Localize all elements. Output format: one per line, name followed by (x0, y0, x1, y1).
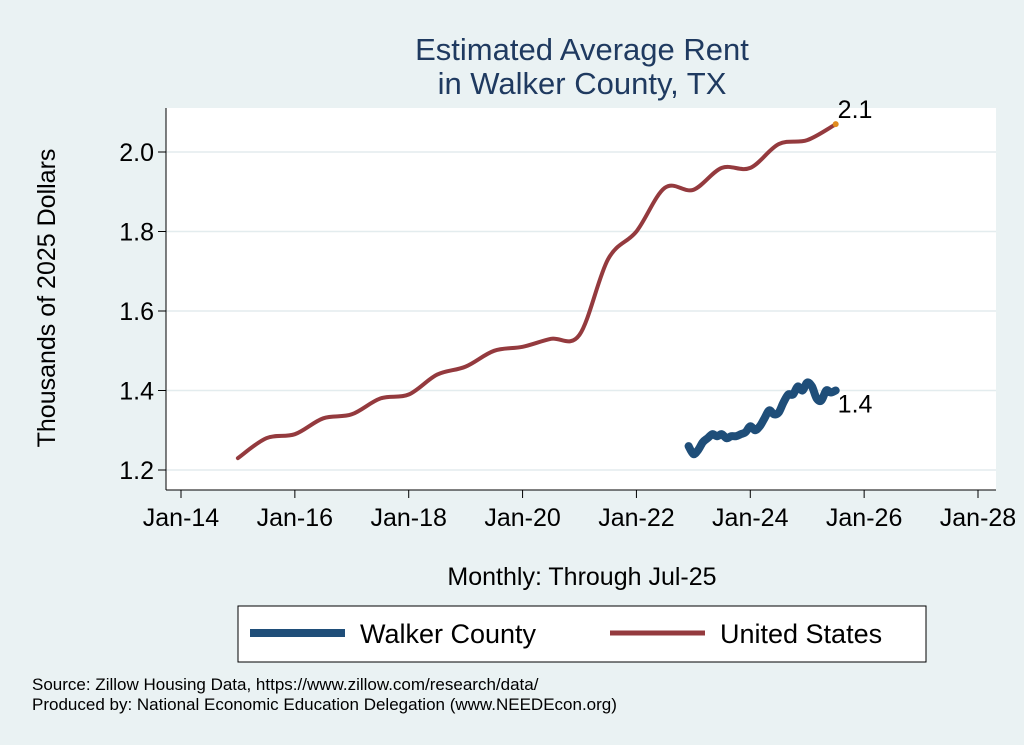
x-tick-label: Jan-22 (598, 504, 674, 532)
x-tick-label: Jan-16 (257, 504, 333, 532)
y-tick-label: 1.8 (119, 219, 154, 247)
chart-title-line-2: in Walker County, TX (438, 66, 727, 101)
series-line-walker-county (684, 378, 840, 459)
source-note: Source: Zillow Housing Data, https://www… (32, 675, 539, 694)
y-axis-title: Thousands of 2025 Dollars (33, 149, 61, 448)
y-tick-label: 1.4 (119, 378, 154, 406)
x-axis: Jan-14 Jan-16 Jan-18 Jan-20 Jan-22 Jan-24 Jan-… (143, 489, 1016, 532)
legend: Walker County United States (237, 605, 927, 663)
x-tick-label: Jan-14 (143, 504, 220, 532)
plot-area (166, 108, 996, 490)
series-layer: 2.1 1.4 (235, 96, 873, 461)
x-tick-label: Jan-28 (940, 504, 1016, 532)
x-axis-title: Monthly: Through Jul-25 (447, 563, 716, 591)
y-axis: 1.2 1.4 1.6 1.8 2.0 (119, 108, 167, 490)
x-tick-label: Jan-24 (712, 504, 789, 532)
y-tick-label: 2.0 (119, 139, 154, 167)
series-end-label-united-states: 2.1 (838, 96, 873, 124)
legend-label-walker-county: Walker County (360, 619, 537, 649)
legend-label-united-states: United States (720, 619, 882, 649)
producer-note: Produced by: National Economic Education… (32, 695, 617, 714)
x-tick-label: Jan-18 (370, 504, 446, 532)
series-end-marker-united-states (832, 121, 839, 128)
y-gridlines (166, 151, 996, 471)
series-end-label-walker-county: 1.4 (838, 391, 873, 419)
series-line-united-states (235, 122, 838, 461)
x-tick-label: Jan-26 (826, 504, 902, 532)
x-tick-label: Jan-20 (484, 504, 560, 532)
y-tick-label: 1.6 (119, 298, 154, 326)
chart-title-line-1: Estimated Average Rent (415, 32, 749, 67)
legend-box (237, 605, 927, 663)
y-tick-label: 1.2 (119, 457, 154, 485)
